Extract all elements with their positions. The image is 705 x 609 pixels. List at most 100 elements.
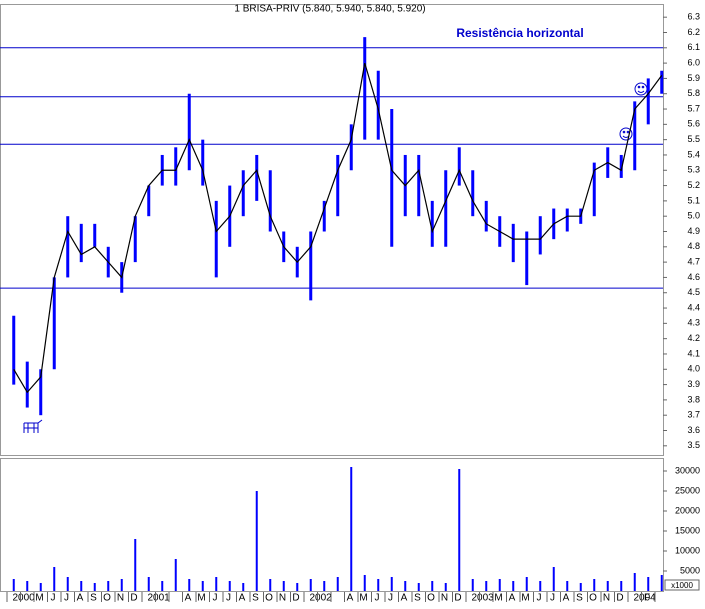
y-tick-label: 3.8: [687, 394, 700, 404]
volume-bar: [552, 567, 555, 591]
volume-bar: [363, 575, 366, 591]
volume-panel: [0, 458, 664, 592]
volume-bar: [188, 579, 191, 591]
x-tick-label: A: [347, 593, 354, 604]
x-tick-label: N: [279, 593, 286, 604]
y-tick-label: 3.9: [687, 379, 700, 389]
volume-bar: [471, 579, 474, 591]
x-tick-label: M: [494, 593, 502, 604]
volume-bar: [174, 559, 177, 591]
y-tick-label: 5.3: [687, 165, 700, 175]
y-tick-label: 3.7: [687, 410, 700, 420]
volume-bar: [660, 575, 663, 591]
volume-bar: [134, 539, 137, 591]
x-tick-label: N: [603, 593, 610, 604]
volume-bar: [26, 581, 29, 591]
volume-bar: [107, 581, 110, 591]
volume-bar: [458, 469, 461, 591]
y-tick-label: 5.8: [687, 88, 700, 98]
y-tick-label: 10000: [675, 545, 700, 555]
x-tick-label: J: [550, 593, 555, 604]
x-tick-label: S: [90, 593, 97, 604]
volume-bar: [593, 579, 596, 591]
volume-bar: [404, 581, 407, 591]
x-tick-label: A: [509, 593, 516, 604]
bull-icon: [23, 419, 43, 433]
y-tick-label: 3.5: [687, 440, 700, 450]
x-tick-label: S: [576, 593, 583, 604]
y-tick-label: 6.3: [687, 12, 700, 22]
volume-bar: [390, 577, 393, 591]
y-tick-label: 5.4: [687, 149, 700, 159]
y-tick-label: 5.2: [687, 180, 700, 190]
y-tick-label: 5000: [680, 565, 700, 575]
y-tick-label: 5.9: [687, 73, 700, 83]
y-tick-label: 4.0: [687, 364, 700, 374]
volume-bar: [620, 581, 623, 591]
volume-bar: [147, 577, 150, 591]
volume-bar: [525, 577, 528, 591]
y-tick-label: 4.1: [687, 348, 700, 358]
y-tick-label: 6.1: [687, 42, 700, 52]
volume-bar: [485, 581, 488, 591]
volume-bar: [66, 577, 69, 591]
x-tick-label: 2000: [13, 593, 36, 604]
volume-bar: [336, 577, 339, 591]
volume-bar: [350, 467, 353, 591]
volume-bar: [498, 579, 501, 591]
y-tick-label: 25000: [675, 485, 700, 495]
y-tick-label: 4.2: [687, 333, 700, 343]
x-tick-label: N: [117, 593, 124, 604]
y-tick-label: 15000: [675, 525, 700, 535]
volume-bar: [296, 583, 299, 591]
y-tick-label: 4.3: [687, 318, 700, 328]
unit-box: [664, 579, 700, 591]
x-tick-label: M: [35, 593, 43, 604]
x-tick-label: O: [427, 593, 435, 604]
y-tick-label: 5.7: [687, 103, 700, 113]
x-tick-label: O: [265, 593, 273, 604]
x-tick-label: J: [64, 593, 69, 604]
x-tick-label: J: [226, 593, 231, 604]
volume-bar: [417, 583, 420, 591]
volume-bar: [377, 579, 380, 591]
volume-bar: [215, 577, 218, 591]
x-tick-label: J: [51, 593, 56, 604]
x-tick-label: 2002: [310, 593, 333, 604]
price-line: [13, 62, 663, 394]
volume-bar: [39, 583, 42, 591]
x-tick-label: S: [252, 593, 259, 604]
price-panel: [0, 4, 664, 456]
x-tick-label: D: [454, 593, 461, 604]
x-tick-label: M: [197, 593, 205, 604]
x-tick-label: F: [644, 593, 650, 604]
volume-bar: [323, 581, 326, 591]
x-tick-label: 2001: [148, 593, 171, 604]
x-tick-label: D: [130, 593, 137, 604]
volume-bar: [606, 581, 609, 591]
y-tick-label: 20000: [675, 505, 700, 515]
x-tick-label: D: [292, 593, 299, 604]
y-tick-label: 4.8: [687, 241, 700, 251]
volume-bar: [282, 581, 285, 591]
volume-bar: [633, 573, 636, 591]
volume-bar: [566, 581, 569, 591]
volume-bar: [120, 579, 123, 591]
volume-bar: [228, 581, 231, 591]
x-tick-label: J: [375, 593, 380, 604]
x-tick-label: S: [414, 593, 421, 604]
x-tick-label: D: [616, 593, 623, 604]
x-tick-label: 2003: [472, 593, 495, 604]
x-tick-label: O: [589, 593, 597, 604]
volume-bar: [444, 583, 447, 591]
y-tick-label: 5.1: [687, 195, 700, 205]
y-tick-label: 4.6: [687, 272, 700, 282]
y-tick-label: 5.0: [687, 211, 700, 221]
x-tick-label: A: [401, 593, 408, 604]
volume-bar: [269, 579, 272, 591]
volume-bar: [242, 583, 245, 591]
x-tick-label: M: [359, 593, 367, 604]
volume-bar: [431, 581, 434, 591]
